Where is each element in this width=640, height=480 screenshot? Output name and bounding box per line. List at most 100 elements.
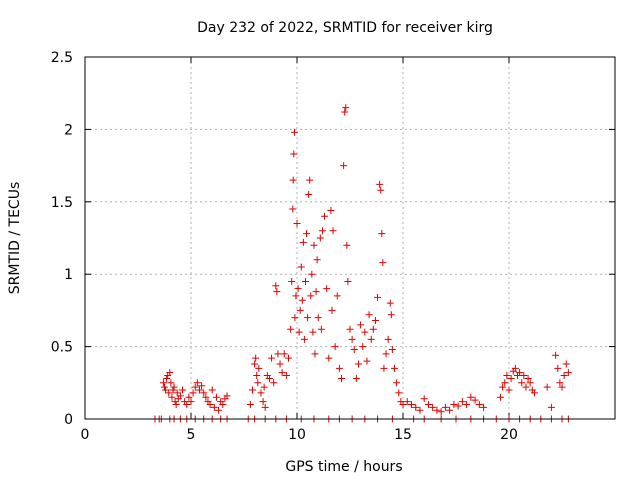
data-point xyxy=(327,206,335,214)
data-point xyxy=(348,335,356,343)
data-point xyxy=(176,392,184,400)
data-point xyxy=(202,393,210,401)
data-point xyxy=(288,277,296,285)
data-point xyxy=(317,325,325,333)
data-point xyxy=(361,328,369,336)
data-point xyxy=(507,374,515,382)
y-tick-label: 1.5 xyxy=(51,195,73,211)
data-point xyxy=(310,241,318,249)
x-axis-label: GPS time / hours xyxy=(285,459,402,475)
x-tick-label: 5 xyxy=(187,427,196,443)
data-point xyxy=(293,220,301,228)
data-point xyxy=(172,401,180,409)
data-point xyxy=(562,360,570,368)
data-point xyxy=(505,386,513,394)
data-point xyxy=(552,351,560,359)
data-point xyxy=(291,314,299,322)
data-point xyxy=(352,374,360,382)
data-point xyxy=(162,386,170,394)
data-point xyxy=(278,369,286,377)
data-point xyxy=(543,383,551,391)
data-point xyxy=(223,392,231,400)
data-point xyxy=(171,398,179,406)
data-point xyxy=(499,383,507,391)
data-point xyxy=(340,162,348,170)
data-point xyxy=(501,379,509,387)
data-point xyxy=(441,403,449,411)
data-point xyxy=(313,256,321,264)
data-point xyxy=(200,389,208,397)
data-point xyxy=(367,335,375,343)
data-point xyxy=(314,314,322,322)
data-point xyxy=(246,401,254,409)
data-point xyxy=(163,374,171,382)
data-point xyxy=(282,372,290,380)
data-point xyxy=(169,386,177,394)
data-point xyxy=(524,374,532,382)
data-point xyxy=(254,379,262,387)
data-point xyxy=(318,227,326,235)
data-point xyxy=(268,354,276,362)
data-point xyxy=(301,277,309,285)
data-point xyxy=(371,317,379,325)
data-point xyxy=(520,372,528,380)
data-point xyxy=(556,379,564,387)
data-point xyxy=(311,350,319,358)
data-point xyxy=(530,389,538,397)
data-point xyxy=(328,306,336,314)
data-point xyxy=(166,369,174,377)
data-point xyxy=(379,259,387,267)
data-point xyxy=(173,389,181,397)
data-point xyxy=(193,379,201,387)
data-point xyxy=(325,354,333,362)
data-point xyxy=(290,150,298,158)
data-point xyxy=(437,408,445,416)
data-point xyxy=(309,328,317,336)
data-point xyxy=(295,328,303,336)
data-point xyxy=(265,374,273,382)
data-point xyxy=(316,234,324,242)
x-tick-label: 10 xyxy=(288,427,306,443)
data-point xyxy=(289,205,297,213)
data-point xyxy=(306,176,314,184)
data-point xyxy=(170,383,178,391)
data-point xyxy=(219,401,227,409)
data-point xyxy=(471,396,479,404)
data-point xyxy=(290,128,298,136)
data-point xyxy=(167,379,175,387)
data-point xyxy=(357,321,365,329)
data-point xyxy=(480,403,488,411)
data-point xyxy=(292,292,300,300)
data-point xyxy=(289,176,297,184)
data-point xyxy=(467,393,475,401)
data-point xyxy=(187,398,195,406)
data-point xyxy=(387,311,395,319)
data-point xyxy=(365,311,373,319)
data-point xyxy=(297,263,305,271)
data-point xyxy=(429,403,437,411)
data-point xyxy=(185,393,193,401)
data-point xyxy=(329,227,337,235)
data-point xyxy=(393,379,401,387)
data-point xyxy=(305,191,313,199)
data-point xyxy=(380,364,388,372)
data-point xyxy=(412,403,420,411)
data-point xyxy=(359,343,367,351)
y-tick-label: 1 xyxy=(64,267,73,283)
data-point xyxy=(554,364,562,372)
data-point xyxy=(210,403,218,411)
y-axis-label: SRMTID / TECUs xyxy=(7,182,23,295)
data-point xyxy=(342,104,350,112)
data-point xyxy=(296,306,304,314)
data-point xyxy=(321,212,329,220)
data-point xyxy=(255,364,263,372)
chart-title: Day 232 of 2022, SRMTID for receiver kir… xyxy=(197,20,493,36)
x-tick-label: 20 xyxy=(500,427,518,443)
data-point xyxy=(276,360,284,368)
data-point xyxy=(253,372,261,380)
data-point xyxy=(560,372,568,380)
data-point xyxy=(307,292,315,300)
y-tick-label: 0 xyxy=(64,412,73,428)
data-point xyxy=(251,360,259,368)
data-point xyxy=(564,369,572,377)
